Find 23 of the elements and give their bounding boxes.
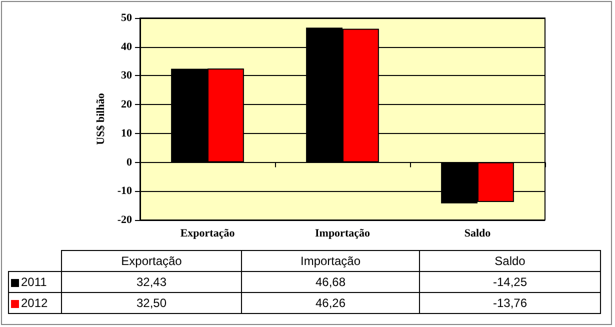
y-tick-label: 20 xyxy=(121,98,132,111)
legend-label: 2011 xyxy=(8,272,62,292)
x-tick-label: Exportação xyxy=(180,228,236,240)
data-label: -13,76 xyxy=(420,292,600,314)
y-tick-label: 0 xyxy=(126,156,132,168)
data-label: 46,68 xyxy=(242,272,420,292)
y-tick-label: 30 xyxy=(121,70,132,82)
data-label: -14,25 xyxy=(420,272,600,292)
y-tick-label: 50 xyxy=(121,12,132,24)
category-label: Saldo xyxy=(494,254,526,268)
y-tick-label: -10 xyxy=(117,185,132,198)
y-tick-label: 10 xyxy=(121,127,132,140)
x-tick-label: Importação xyxy=(315,228,370,240)
legend-label: 2012 xyxy=(8,292,62,314)
x-tick-label: Saldo xyxy=(464,228,492,240)
data-label: 46,26 xyxy=(242,292,420,314)
y-axis-title: US$ bilhão xyxy=(94,92,107,145)
data-label: 32,43 xyxy=(62,272,242,292)
category-label: Importação xyxy=(300,254,361,268)
y-tick-label: -20 xyxy=(117,214,132,226)
category-label: Exportação xyxy=(121,254,182,268)
y-tick-label: 40 xyxy=(121,40,132,53)
data-label: 32,50 xyxy=(62,292,242,314)
